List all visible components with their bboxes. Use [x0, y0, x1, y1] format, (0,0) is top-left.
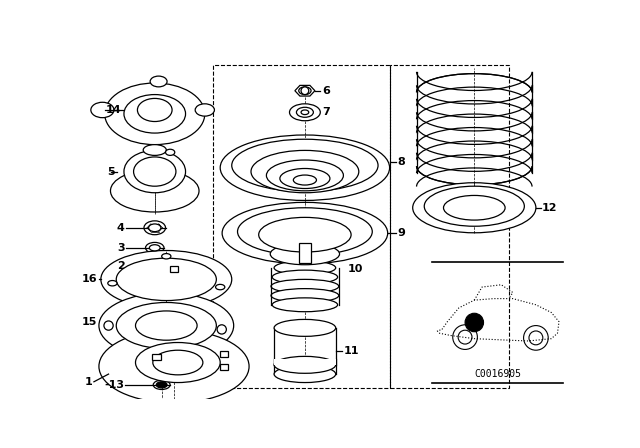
Ellipse shape [259, 217, 351, 252]
Ellipse shape [153, 380, 170, 389]
Text: 4: 4 [117, 223, 125, 233]
Ellipse shape [149, 245, 160, 251]
Ellipse shape [216, 284, 225, 290]
Ellipse shape [299, 87, 311, 95]
Text: -13: -13 [104, 380, 124, 390]
Bar [274, 359, 336, 365]
Text: 11: 11 [344, 346, 359, 356]
Ellipse shape [116, 302, 216, 349]
Ellipse shape [101, 250, 232, 308]
Ellipse shape [232, 139, 378, 192]
Ellipse shape [220, 135, 390, 200]
Ellipse shape [293, 175, 316, 185]
Polygon shape [295, 86, 315, 96]
Ellipse shape [148, 224, 161, 232]
Ellipse shape [134, 157, 176, 186]
Text: 12: 12 [542, 203, 557, 213]
Ellipse shape [99, 293, 234, 358]
Ellipse shape [289, 104, 320, 121]
Ellipse shape [195, 104, 214, 116]
Circle shape [465, 313, 484, 332]
Ellipse shape [271, 289, 339, 302]
Bar [212, 65, 390, 388]
Ellipse shape [296, 107, 314, 117]
Bar [220, 364, 228, 370]
Ellipse shape [274, 356, 336, 373]
Text: 16: 16 [81, 274, 97, 284]
Text: 8: 8 [397, 156, 405, 167]
Ellipse shape [280, 168, 330, 189]
Ellipse shape [136, 343, 220, 383]
Ellipse shape [266, 160, 344, 191]
Ellipse shape [237, 208, 372, 255]
Text: 10: 10 [348, 264, 363, 274]
Text: 6: 6 [322, 86, 330, 96]
Ellipse shape [138, 99, 172, 121]
Text: 15: 15 [82, 317, 97, 327]
Ellipse shape [108, 280, 117, 286]
Ellipse shape [91, 102, 114, 118]
Circle shape [104, 321, 113, 330]
Ellipse shape [413, 183, 536, 233]
Bar [390, 65, 509, 388]
Ellipse shape [143, 145, 166, 155]
Ellipse shape [136, 311, 197, 340]
Ellipse shape [274, 366, 336, 383]
Text: 14: 14 [106, 105, 122, 115]
Circle shape [452, 325, 477, 349]
Ellipse shape [124, 151, 186, 193]
Ellipse shape [271, 280, 339, 293]
Ellipse shape [148, 262, 162, 271]
Text: 3: 3 [117, 243, 125, 253]
Circle shape [217, 325, 227, 334]
Ellipse shape [151, 263, 159, 269]
Ellipse shape [166, 149, 175, 155]
Ellipse shape [116, 258, 216, 301]
Circle shape [529, 331, 543, 345]
Ellipse shape [144, 221, 166, 235]
Text: 5: 5 [107, 167, 115, 177]
Ellipse shape [222, 202, 388, 264]
Bar [152, 354, 161, 360]
Circle shape [524, 326, 548, 350]
Circle shape [301, 87, 308, 95]
Ellipse shape [272, 298, 338, 312]
Bar [170, 266, 178, 271]
Text: 9: 9 [397, 228, 405, 238]
Ellipse shape [124, 95, 186, 133]
Text: 2: 2 [117, 261, 125, 271]
Ellipse shape [105, 83, 205, 145]
Ellipse shape [145, 242, 164, 253]
Ellipse shape [153, 350, 203, 375]
Ellipse shape [272, 270, 338, 284]
Ellipse shape [111, 170, 199, 212]
Bar [220, 351, 228, 357]
Ellipse shape [274, 319, 336, 336]
Ellipse shape [270, 243, 340, 265]
Ellipse shape [156, 382, 167, 388]
Ellipse shape [274, 261, 336, 275]
Text: C0016905: C0016905 [474, 370, 521, 379]
Bar [299, 243, 311, 263]
Circle shape [458, 330, 472, 344]
Ellipse shape [99, 330, 249, 403]
Ellipse shape [150, 76, 167, 87]
Ellipse shape [251, 151, 359, 193]
Ellipse shape [162, 254, 171, 259]
Text: 1: 1 [84, 377, 92, 387]
Ellipse shape [424, 186, 524, 226]
Ellipse shape [444, 195, 505, 220]
Text: 7: 7 [322, 107, 330, 117]
Bar [274, 328, 336, 374]
Ellipse shape [301, 110, 308, 115]
